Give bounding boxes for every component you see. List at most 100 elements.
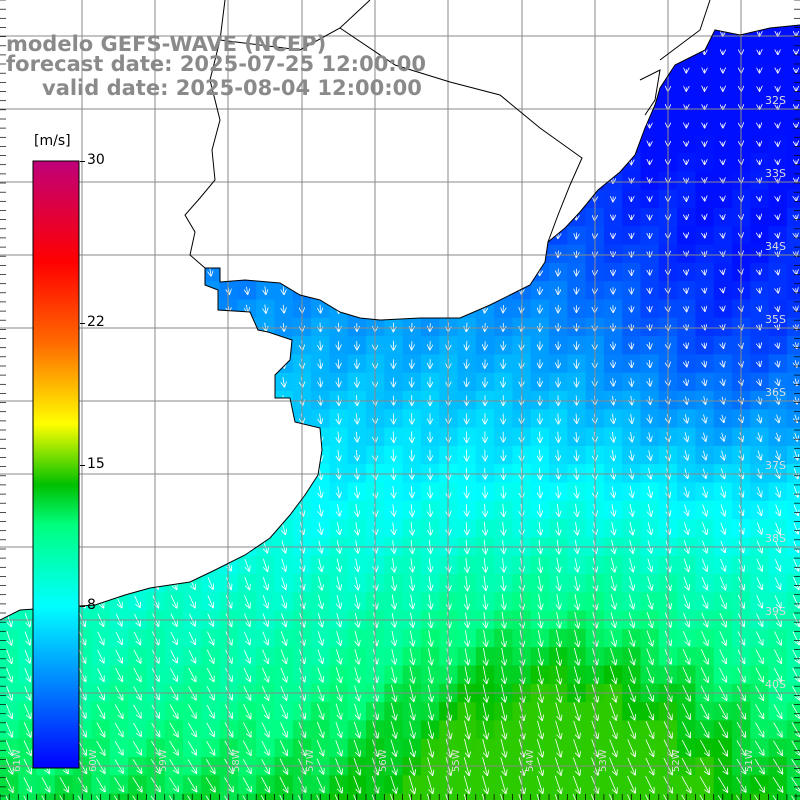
wind-arrow <box>466 467 467 479</box>
wind-speed-cell <box>786 372 800 392</box>
wind-arrow <box>357 377 358 387</box>
wind-arrow <box>631 323 632 330</box>
wind-arrow <box>759 234 760 238</box>
latitude-label: 40S <box>765 678 786 691</box>
colorbar-gradient <box>32 160 80 769</box>
wind-arrow <box>631 342 632 348</box>
wind-speed-cell <box>786 354 800 374</box>
longitude-label: 60W <box>88 749 99 772</box>
wind-arrow <box>320 304 321 313</box>
longitude-label: 53W <box>598 749 609 772</box>
wind-arrow <box>540 286 541 294</box>
wind-arrow <box>430 467 431 479</box>
wind-speed-cell <box>786 720 800 740</box>
wind-arrow <box>613 359 614 367</box>
wind-speed-cell <box>439 793 459 800</box>
wind-speed-cell <box>786 391 800 410</box>
longitude-label: 59W <box>158 749 169 772</box>
wind-speed-cell <box>786 628 800 648</box>
wind-arrow <box>576 395 577 405</box>
wind-speed-cell <box>786 702 800 721</box>
wind-speed-cell <box>786 500 800 520</box>
wind-arrow <box>430 323 431 331</box>
wind-arrow <box>540 304 541 313</box>
forecast-date: forecast date: 2025-07-25 12:00:00 <box>6 52 426 76</box>
wind-speed-cell <box>622 793 642 800</box>
wind-speed-cell <box>786 574 800 593</box>
wind-arrow <box>466 359 467 368</box>
latitude-label: 32S <box>765 94 786 107</box>
wind-arrow <box>778 197 779 201</box>
wind-arrow <box>686 270 687 275</box>
longitude-label: 61W <box>12 749 23 772</box>
longitude-label: 56W <box>378 749 389 772</box>
wind-arrow <box>503 341 504 349</box>
wind-arrow <box>320 322 321 332</box>
colorbar-tick-mark <box>80 464 85 466</box>
wind-arrow <box>576 232 577 239</box>
longitude-label: 52W <box>671 749 682 772</box>
wind-arrow <box>503 323 504 331</box>
wind-arrow <box>503 304 504 312</box>
latitude-label: 35S <box>765 313 786 326</box>
wind-arrow <box>778 215 779 219</box>
wind-arrow <box>649 288 650 293</box>
wind-arrow <box>759 215 760 219</box>
wind-speed-cell <box>713 793 733 800</box>
wind-arrow <box>759 197 760 201</box>
wind-arrow <box>430 341 431 349</box>
colorbar-tick-label: 8 <box>87 597 96 614</box>
latitude-label: 37S <box>765 459 786 472</box>
longitude-label: 58W <box>231 749 242 772</box>
latitude-label: 39S <box>765 605 786 618</box>
longitude-label: 51W <box>744 749 755 772</box>
wind-arrow <box>485 341 486 349</box>
colorbar-tick-mark <box>80 161 85 162</box>
wind-speed-cell <box>786 647 800 667</box>
wind-arrow <box>485 322 486 331</box>
wind-arrow <box>540 431 541 443</box>
latitude-label: 34S <box>765 240 786 253</box>
wind-arrow <box>503 467 504 479</box>
colorbar-tick-label: 30 <box>87 152 105 168</box>
wind-speed-cell <box>786 738 800 758</box>
wind-speed-cell <box>786 427 800 447</box>
wind-arrow <box>649 305 650 311</box>
longitude-label: 55W <box>451 749 462 772</box>
wind-speed-cell <box>786 409 800 429</box>
wind-arrow <box>558 250 559 257</box>
wind-speed-cell <box>603 793 623 800</box>
colorbar-tick-mark <box>80 322 85 324</box>
wind-speed-cell <box>786 482 800 502</box>
longitude-label: 57W <box>305 749 316 772</box>
wind-speed-cell <box>530 793 550 800</box>
wind-speed-cell <box>786 775 800 795</box>
colorbar-tick-label: 15 <box>87 455 105 472</box>
colorbar-unit: [m/s] <box>34 133 71 149</box>
colorbar <box>32 160 80 769</box>
wind-arrow <box>796 197 797 201</box>
wind-arrow <box>485 467 486 479</box>
wind-arrow <box>338 359 339 368</box>
wind-arrow <box>485 485 486 497</box>
wind-arrow <box>393 431 394 443</box>
wind-speed-cell <box>786 299 800 319</box>
wind-speed-cell <box>640 793 660 800</box>
wind-arrow <box>558 268 559 276</box>
wind-speed-cell <box>786 317 800 337</box>
wind-arrow <box>558 413 559 424</box>
wind-arrow <box>613 341 614 349</box>
colorbar-tick-mark <box>80 606 85 608</box>
latitude-label: 38S <box>765 532 786 545</box>
wind-arrow <box>723 215 724 219</box>
wind-arrow <box>723 233 724 237</box>
wind-speed-cell <box>54 793 74 800</box>
wind-arrow <box>704 234 705 238</box>
wind-speed-cell <box>786 336 800 355</box>
wind-speed-cell <box>786 519 800 538</box>
latitude-label: 33S <box>765 167 786 180</box>
wind-arrow <box>412 449 413 461</box>
longitude-label: 54W <box>525 749 536 772</box>
wind-speed-cell <box>786 555 800 575</box>
